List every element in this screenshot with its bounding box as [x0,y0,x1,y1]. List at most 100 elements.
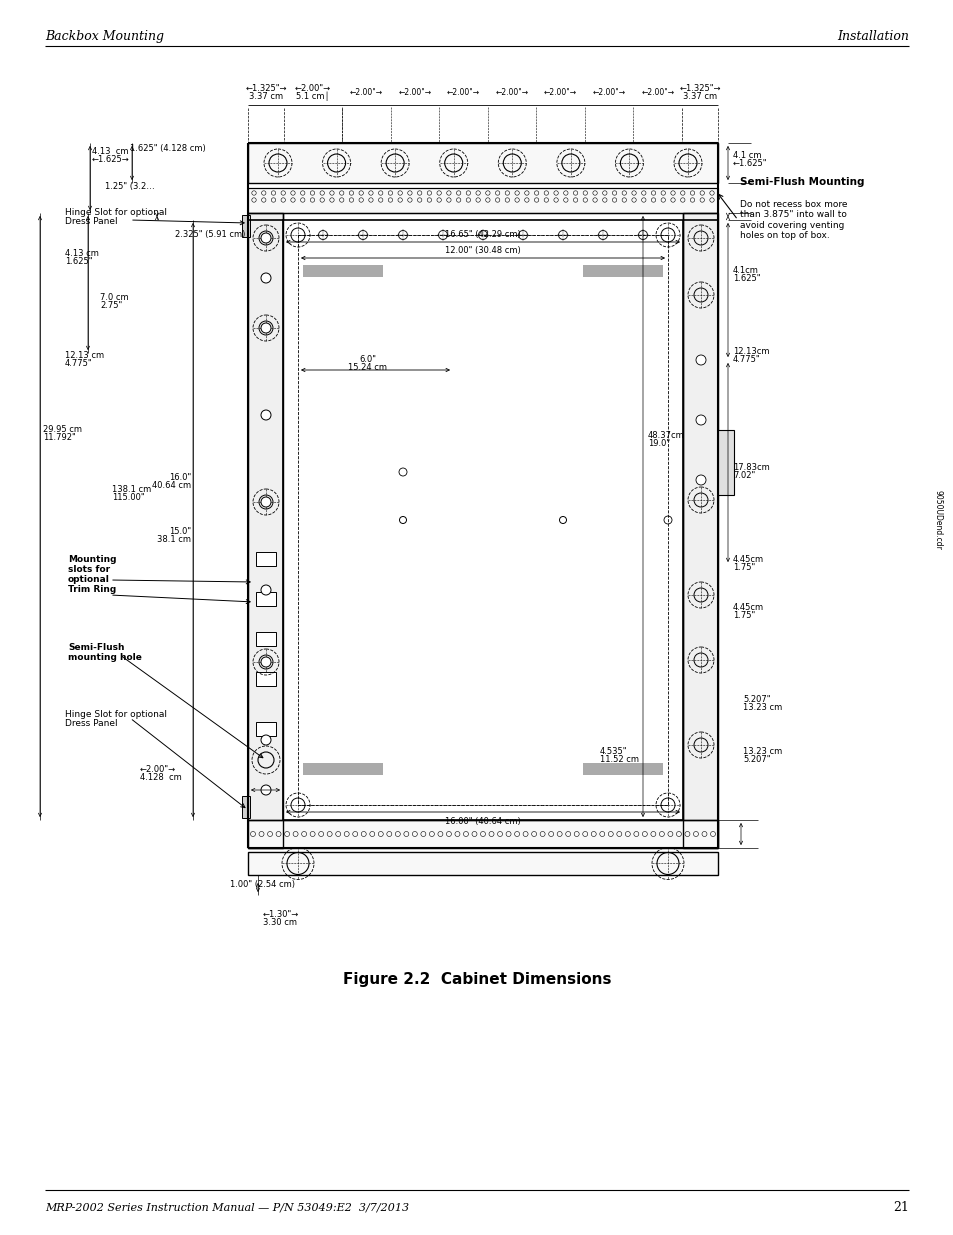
Text: ←1.625": ←1.625" [732,158,767,168]
Text: ←2.00"→: ←2.00"→ [294,84,331,93]
Text: 138.1 cm: 138.1 cm [112,485,152,494]
Text: 1.75": 1.75" [732,563,755,573]
Text: 21: 21 [892,1202,908,1214]
Bar [242,797,250,818]
Text: 1.25" (3.2…: 1.25" (3.2… [105,182,154,191]
Text: 3.37 cm: 3.37 cm [249,91,283,100]
Text: 15.0": 15.0" [169,527,191,536]
Bar [255,552,275,566]
Text: mounting hole: mounting hole [68,653,142,662]
Circle shape [398,468,407,475]
Text: 17.83cm: 17.83cm [732,463,769,473]
Text: 2.325" (5.91 cm): 2.325" (5.91 cm) [174,230,245,238]
Text: ←2.00"→: ←2.00"→ [543,88,577,96]
Text: Semi-Flush Mounting: Semi-Flush Mounting [740,177,863,186]
Bar [682,212,718,848]
Text: 4.1 cm: 4.1 cm [732,151,760,159]
Bar [283,220,682,820]
Text: 3.30 cm: 3.30 cm [263,919,296,927]
Text: 5.207": 5.207" [742,695,770,704]
Text: 5.1 cm│: 5.1 cm│ [296,91,330,101]
Bar [582,266,662,277]
Text: 115.00": 115.00" [112,494,145,503]
Bar [303,266,382,277]
Text: 4.13  cm: 4.13 cm [91,147,129,156]
Bar [303,763,382,776]
Text: 4.128  cm: 4.128 cm [140,773,182,783]
Circle shape [696,354,705,366]
Bar [248,852,718,876]
Text: Hinge Slot for optional: Hinge Slot for optional [65,207,167,216]
Bar [242,215,250,237]
Bar [248,188,718,212]
Bar [248,143,718,183]
Text: 12.13cm: 12.13cm [732,347,769,357]
Text: 5.207": 5.207" [742,756,770,764]
Bar [582,763,662,776]
Bar [255,632,275,646]
Circle shape [261,496,271,508]
Text: Mounting: Mounting [68,556,116,564]
Bar [255,592,275,606]
Circle shape [261,785,271,795]
Text: 38.1 cm: 38.1 cm [157,536,191,545]
Text: 1.75": 1.75" [732,611,755,620]
Text: 6.0": 6.0" [359,356,376,364]
Circle shape [261,410,271,420]
Text: MRP-2002 Series Instruction Manual — P/N 53049:E2  3/7/2013: MRP-2002 Series Instruction Manual — P/N… [45,1203,409,1213]
Text: 1.625" (4.128 cm): 1.625" (4.128 cm) [130,143,206,152]
Text: ←2.00"→: ←2.00"→ [592,88,625,96]
Text: Dress Panel: Dress Panel [65,216,117,226]
Text: ←1.325"→: ←1.325"→ [679,84,720,93]
Text: 19.0": 19.0" [647,440,669,448]
Text: 11.792": 11.792" [43,433,75,442]
Circle shape [261,657,271,667]
Circle shape [261,324,271,333]
Text: 3.37 cm: 3.37 cm [682,91,717,100]
Text: 9050UDend.cdr: 9050UDend.cdr [933,490,942,550]
Circle shape [261,585,271,595]
Text: ←2.00"→: ←2.00"→ [397,88,431,96]
Text: Semi-Flush: Semi-Flush [68,643,125,652]
Bar [718,430,733,495]
Text: ←2.00"→: ←2.00"→ [140,766,176,774]
Text: 4.775": 4.775" [732,356,760,364]
Text: ←2.00"→: ←2.00"→ [640,88,674,96]
Text: optional: optional [68,576,110,584]
Text: 40.64 cm: 40.64 cm [152,482,191,490]
Text: 7.0 cm: 7.0 cm [100,293,129,301]
Text: 12.00" (30.48 cm): 12.00" (30.48 cm) [445,246,520,254]
Text: 29.95 cm: 29.95 cm [43,426,82,435]
Bar [248,212,283,848]
Text: Installation: Installation [836,30,908,42]
Text: 4.535": 4.535" [599,747,627,757]
Circle shape [261,735,271,745]
Bar [255,672,275,685]
Text: 2.75": 2.75" [100,300,122,310]
Circle shape [696,475,705,485]
Text: ←2.00"→: ←2.00"→ [446,88,479,96]
Text: ←1.30"→: ←1.30"→ [263,910,299,920]
Text: 4.1cm: 4.1cm [732,266,758,274]
Text: Dress Panel: Dress Panel [65,720,117,729]
Text: ←1.625→: ←1.625→ [91,154,130,163]
Text: Do not recess box more
than 3.875" into wall to
avoid covering venting
holes on : Do not recess box more than 3.875" into … [740,200,846,240]
Text: slots for: slots for [68,566,110,574]
Text: Trim Ring: Trim Ring [68,585,116,594]
Text: 1.625": 1.625" [65,257,92,266]
Text: Backbox Mounting: Backbox Mounting [45,30,164,42]
Bar [255,722,275,736]
Text: 15.24 cm: 15.24 cm [348,363,387,373]
Circle shape [261,233,271,243]
Text: ←2.00"→: ←2.00"→ [495,88,528,96]
Text: 4.45cm: 4.45cm [732,556,763,564]
Text: 4.13 cm: 4.13 cm [65,248,99,258]
Text: 1.625": 1.625" [732,273,760,283]
Bar [248,820,718,848]
Text: 1.00" (2.54 cm): 1.00" (2.54 cm) [230,881,294,889]
Bar [297,235,667,805]
Circle shape [261,273,271,283]
Text: 4.45cm: 4.45cm [732,604,763,613]
Text: 16.0": 16.0" [169,473,191,483]
Text: Hinge Slot for optional: Hinge Slot for optional [65,710,167,720]
